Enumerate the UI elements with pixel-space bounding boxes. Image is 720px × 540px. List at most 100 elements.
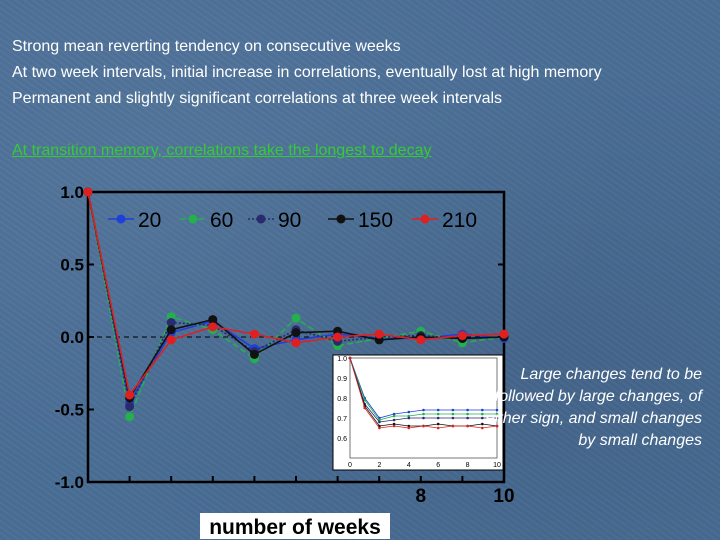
inset-data-point [407, 426, 411, 430]
inset-data-point [495, 416, 499, 420]
inset-y-tick-label: 1.0 [337, 356, 347, 363]
data-point-210 [166, 335, 176, 345]
inset-data-point [451, 412, 455, 416]
data-point-60 [125, 412, 135, 422]
y-tick-label: 1.0 [60, 183, 84, 202]
data-point-90 [166, 318, 176, 327]
x-axis-title: number of weeks [209, 516, 381, 539]
inset-data-point [466, 416, 469, 420]
series-line-90 [87, 191, 505, 410]
correlation-chart: 1.00.50.0-0.5-1.0 8 10 20 60 90 150 210 1.00.… [55, 183, 515, 539]
inset-data-point [451, 424, 455, 428]
x-tick-label: 8 [416, 486, 427, 507]
inset-y-tick-label: 0.9 [337, 376, 347, 383]
inset-data-point [348, 356, 352, 360]
y-tick-label: -0.5 [55, 401, 84, 420]
inset-data-point [392, 424, 396, 428]
legend-label: 20 [138, 209, 161, 232]
legend: 20 60 90 150 210 [108, 209, 477, 232]
inset-data-point [466, 408, 469, 412]
y-tick-label: -1.0 [55, 473, 84, 492]
inset-y-tick-label: 0.7 [337, 416, 347, 423]
legend-label: 210 [442, 209, 477, 232]
inset-data-point [436, 408, 440, 412]
inset-data-point [422, 412, 425, 416]
inset-data-point [495, 412, 499, 416]
legend-swatch-marker [420, 214, 430, 224]
inset-panel [332, 354, 504, 471]
inset-data-point [451, 416, 455, 420]
inset-x-tick-label: 2 [377, 462, 381, 469]
inset-data-point [436, 416, 440, 420]
inset-series [348, 356, 499, 430]
xlabel-box [200, 513, 390, 539]
inset-data-point [378, 420, 381, 424]
inset-data-point [451, 408, 455, 412]
data-point-150 [249, 349, 259, 359]
inset-x-tick-label: 10 [493, 462, 501, 469]
x-axis-ticks: 8 10 [87, 476, 515, 507]
inset-data-point [392, 412, 396, 416]
inset-data-point [436, 422, 440, 426]
data-point-150 [291, 328, 301, 338]
legend-swatch-marker [256, 214, 266, 224]
inset-x-tick-label: 8 [466, 462, 470, 469]
bullet-list: Strong mean reverting tendency on consec… [12, 34, 602, 112]
inset-data-point [363, 406, 367, 410]
inset-y-axis-ticks: 1.0 0.9 0.8 0.7 0.6 [337, 356, 347, 443]
bullet-item: Strong mean reverting tendency on consec… [12, 38, 401, 55]
inset-data-point [436, 412, 440, 416]
inset-x-tick-label: 6 [436, 462, 440, 469]
inset-data-point [481, 422, 484, 426]
legend-label: 60 [210, 209, 233, 232]
inset-plot-area [349, 357, 498, 459]
annotation-text: Large changes tend to be followed by lar… [485, 366, 702, 449]
inset-x-axis-ticks: 0 2 4 6 8 10 [348, 462, 501, 469]
data-point-210 [499, 329, 509, 339]
inset-data-point [392, 414, 396, 418]
inset-data-point [407, 414, 411, 418]
inset-x-tick-label: 0 [348, 462, 352, 469]
inset-data-point [407, 410, 411, 414]
data-point-150 [208, 315, 218, 325]
data-point-60 [291, 313, 301, 323]
inset-data-point [407, 424, 411, 428]
legend-label: 150 [358, 209, 393, 232]
inset-data-point [422, 424, 425, 428]
main-series [83, 187, 509, 422]
data-point-210 [125, 390, 135, 400]
inset-data-point [422, 416, 425, 420]
inset-data-point [466, 424, 469, 428]
y-tick-label: 0.5 [60, 256, 84, 275]
data-point-150 [166, 325, 176, 335]
inset-data-point [495, 408, 499, 412]
inset-data-point [495, 424, 499, 428]
inset-data-point [392, 422, 396, 426]
data-point-210 [249, 329, 259, 339]
inset-data-point [392, 418, 396, 422]
inset-data-point [481, 408, 484, 412]
legend-swatch-marker [116, 214, 126, 224]
y-tick-label: 0.0 [60, 328, 84, 347]
inset-data-point [481, 412, 484, 416]
data-point-210 [208, 322, 218, 332]
legend-label: 90 [278, 209, 301, 232]
inset-data-point [436, 426, 440, 430]
data-point-210 [457, 331, 467, 341]
inset-data-point [407, 416, 411, 420]
inset-y-tick-label: 0.8 [337, 396, 347, 403]
bullet-item: Permanent and slightly significant corre… [12, 90, 503, 107]
inset-x-tick-label: 4 [407, 462, 411, 469]
inset-data-point [481, 426, 484, 430]
inset-data-point [422, 408, 425, 412]
inset-y-tick-label: 0.6 [337, 436, 347, 443]
inset-data-point [363, 398, 367, 402]
inset-data-point [378, 426, 381, 430]
data-point-90 [125, 402, 135, 412]
legend-swatch-marker [336, 214, 346, 224]
data-point-210 [83, 187, 93, 197]
inset-data-point [481, 416, 484, 420]
x-tick-label: 10 [493, 486, 514, 507]
data-point-210 [333, 332, 343, 342]
legend-swatch-marker [188, 214, 198, 224]
